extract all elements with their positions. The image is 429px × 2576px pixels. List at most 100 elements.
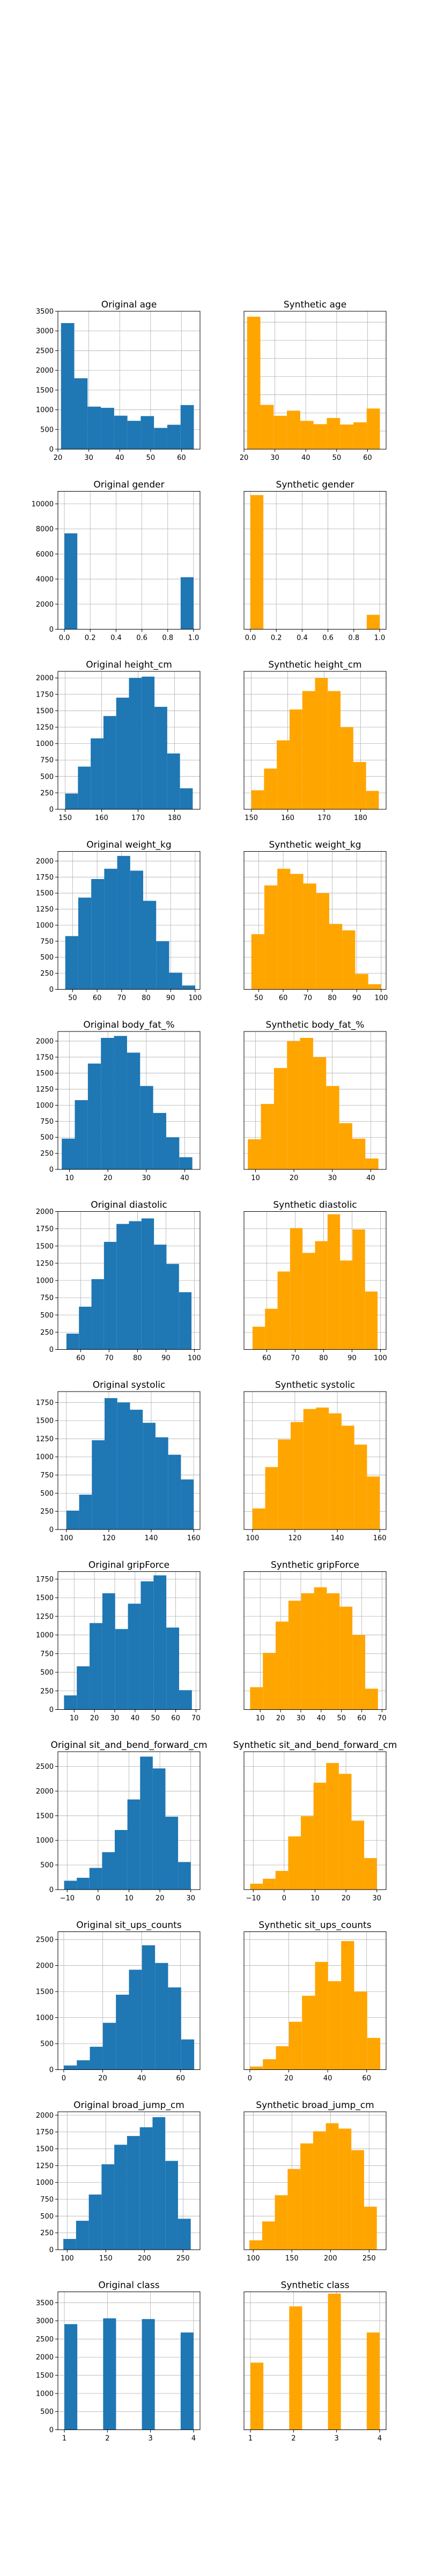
x-tick-label: 30: [186, 1894, 195, 1902]
y-tick-label: 750: [40, 1294, 54, 1302]
histogram-bar: [102, 1852, 115, 1890]
histogram-bar: [130, 870, 143, 990]
histogram-bar: [140, 1581, 154, 1710]
x-tick-label: 40: [180, 1174, 189, 1182]
histogram-bar: [326, 1086, 339, 1169]
y-tick-label: 1250: [36, 1613, 54, 1621]
y-tick-label: 750: [40, 1650, 54, 1658]
y-tick-label: 1500: [36, 386, 54, 394]
y-tick-label: 1000: [36, 2390, 54, 2398]
histogram-bar: [316, 893, 329, 990]
y-tick-label: 0: [49, 446, 54, 454]
histogram-bar: [302, 1995, 315, 2070]
histogram-bar: [351, 2150, 364, 2250]
x-tick-label: 180: [168, 814, 181, 822]
histogram-bar: [338, 1774, 352, 1890]
histogram-bar: [352, 1635, 366, 1710]
y-tick-label: 1750: [36, 874, 54, 882]
y-tick-label: 250: [40, 970, 54, 978]
histogram-bar: [327, 418, 341, 449]
x-tick-label: 80: [328, 994, 337, 1002]
histogram-panel: 10 20 30 40 50 60 70 Synthetic gripForce: [243, 1560, 387, 1723]
y-tick-label: 2000: [36, 2354, 54, 2362]
histogram-bar: [275, 2195, 288, 2250]
x-tick-label: 30: [270, 454, 279, 462]
x-tick-label: 90: [352, 994, 361, 1002]
y-tick-label: 500: [40, 1134, 54, 1142]
histogram-bar: [64, 1880, 77, 1890]
histogram-bar: [313, 424, 327, 449]
x-tick-label: 0: [96, 1894, 100, 1902]
histogram-bar: [180, 2332, 194, 2430]
y-tick-label: 1500: [36, 1417, 54, 1425]
histogram-bar: [127, 1799, 140, 1890]
histogram-bar: [178, 1862, 191, 1890]
y-tick-label: 1000: [36, 1453, 54, 1461]
panel-title: Synthetic class: [281, 2280, 350, 2291]
histogram-bar: [276, 2046, 289, 2070]
x-tick-label: 140: [331, 1534, 344, 1542]
histogram-bar: [88, 2194, 102, 2250]
histogram-bar: [78, 766, 91, 809]
histogram-bar: [64, 533, 78, 630]
y-tick-label: 500: [40, 2213, 54, 2221]
x-tick-label: 10: [124, 1894, 134, 1902]
histogram-bar: [252, 1508, 265, 1529]
histogram-bar: [143, 1423, 156, 1529]
y-tick-label: 1500: [36, 1594, 54, 1602]
histogram-bar: [154, 1245, 167, 1350]
panel-title: Original diastolic: [91, 1200, 167, 1211]
histogram-bar: [252, 1327, 265, 1350]
x-tick-label: 40: [131, 1715, 140, 1723]
y-tick-label: 6000: [36, 551, 54, 559]
histogram-bar: [365, 1291, 378, 1350]
histogram-bar: [264, 769, 277, 809]
histogram-bar: [142, 1945, 156, 2070]
histogram-bar: [341, 727, 353, 809]
x-tick-label: 30: [297, 1715, 306, 1723]
y-tick-label: 10000: [32, 500, 54, 508]
x-tick-label: 40: [301, 454, 310, 462]
histogram-panel: 150 160 170 180 0 250 500 750 1000 1250 1500 1750 20…: [36, 660, 201, 822]
histogram-bar: [141, 1218, 154, 1350]
x-tick-label: 100: [188, 1355, 201, 1363]
histogram-bar: [179, 1292, 192, 1350]
y-tick-label: 1250: [36, 1435, 54, 1443]
y-tick-label: 0: [49, 986, 54, 994]
histogram-bar: [101, 2164, 115, 2250]
histogram-bar: [273, 1068, 287, 1169]
x-tick-label: 60: [362, 2075, 371, 2083]
y-tick-label: 250: [40, 789, 54, 797]
histogram-bar: [275, 1871, 289, 1890]
y-tick-label: 1500: [36, 707, 54, 715]
panel-title: Synthetic height_cm: [268, 660, 361, 670]
histogram-bar: [66, 1510, 79, 1529]
y-tick-label: 2500: [36, 2336, 54, 2344]
axes-frame: [57, 1391, 201, 1530]
histogram-bar: [76, 2221, 89, 2250]
x-tick-label: 30: [110, 1715, 120, 1723]
histogram-bar: [179, 1690, 192, 1710]
histogram-bar: [289, 2306, 302, 2430]
axes-frame: [243, 1391, 387, 1530]
y-tick-label: 1000: [36, 2179, 54, 2187]
histogram-bar: [90, 1623, 102, 1710]
histogram-bar: [300, 1037, 313, 1169]
x-tick-label: 150: [58, 814, 72, 822]
histogram-bar: [92, 1440, 105, 1529]
panel-title: Synthetic weight_kg: [269, 840, 361, 851]
histogram-bar: [265, 1308, 278, 1350]
axes-frame: [243, 1931, 387, 2070]
y-tick-label: 500: [40, 426, 54, 434]
axes-frame: [243, 671, 387, 810]
histogram-panel: 0 20 40 60 0 500 1000 1500 2000 2500 Original sit_…: [36, 1920, 201, 2083]
histogram-bar: [87, 406, 101, 449]
x-tick-label: 20: [284, 2075, 293, 2083]
y-tick-label: 1000: [36, 1631, 54, 1640]
histogram-bar: [300, 421, 314, 449]
histogram-bar: [91, 738, 103, 809]
panel-title: Synthetic sit_and_bend_forward_cm: [233, 1740, 397, 1751]
y-tick-label: 1750: [36, 691, 54, 699]
x-tick-label: 120: [102, 1534, 116, 1542]
histogram-bar: [276, 1621, 289, 1710]
